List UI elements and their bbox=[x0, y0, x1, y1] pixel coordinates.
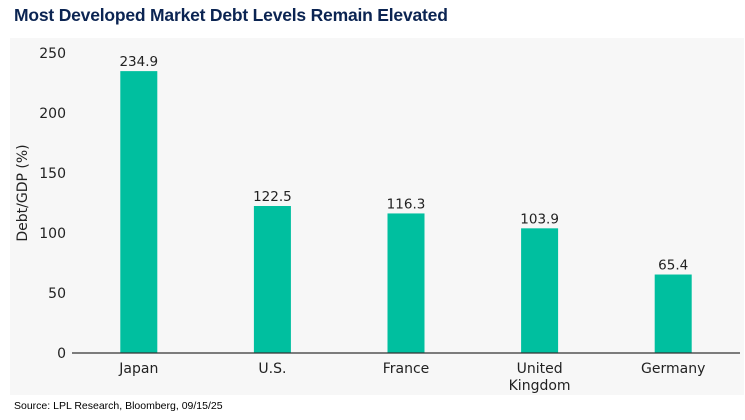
y-axis-ticks: 0 50 100 150 200 250 bbox=[39, 46, 66, 362]
source-note: Source: LPL Research, Bloomberg, 09/15/2… bbox=[14, 400, 223, 412]
bar-value-label: 65.4 bbox=[658, 258, 688, 274]
category-label: U.S. bbox=[258, 361, 286, 377]
bar bbox=[654, 274, 692, 353]
bar-value-label: 116.3 bbox=[387, 196, 426, 212]
category-label: United bbox=[517, 361, 563, 377]
bar-value-label: 122.5 bbox=[253, 189, 292, 205]
y-tick-label: 0 bbox=[57, 346, 66, 362]
category-label: Germany bbox=[641, 361, 705, 377]
data-labels: 234.9 122.5 116.3 103.9 65.4 bbox=[119, 54, 688, 273]
category-label: France bbox=[383, 361, 430, 377]
y-axis-title: Debt/GDP (%) bbox=[15, 144, 31, 241]
y-tick-label: 150 bbox=[39, 166, 66, 182]
chart-panel: 0 50 100 150 200 250 234.9 122.5 116.3 103.9 65.4… bbox=[10, 38, 744, 395]
y-tick-label: 100 bbox=[39, 226, 66, 242]
category-label: Kingdom bbox=[509, 378, 571, 394]
chart-title: Most Developed Market Debt Levels Remain… bbox=[14, 5, 448, 25]
y-tick-label: 200 bbox=[39, 106, 66, 122]
bar-chart: 0 50 100 150 200 250 234.9 122.5 116.3 103.9 65.4… bbox=[15, 46, 740, 394]
bar bbox=[120, 71, 158, 353]
bars bbox=[120, 71, 692, 353]
y-tick-label: 250 bbox=[39, 46, 66, 62]
bar bbox=[521, 228, 559, 353]
bar-value-label: 234.9 bbox=[119, 54, 158, 70]
bar-value-label: 103.9 bbox=[520, 211, 559, 227]
category-label: Japan bbox=[118, 361, 158, 377]
bar bbox=[387, 213, 425, 353]
y-tick-label: 50 bbox=[48, 286, 66, 302]
bar bbox=[253, 206, 291, 353]
